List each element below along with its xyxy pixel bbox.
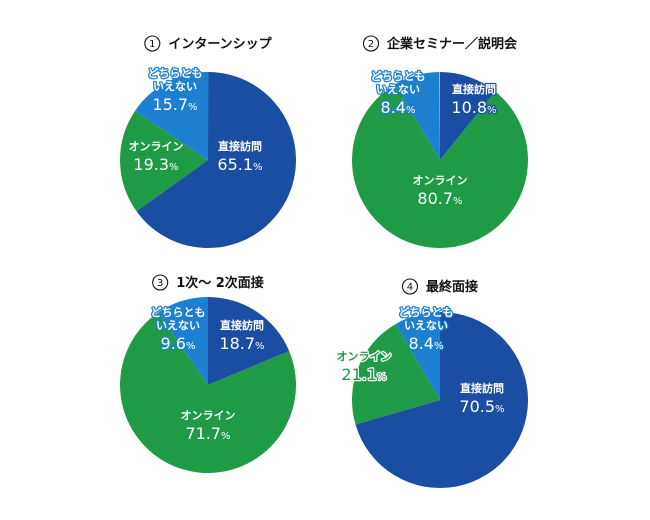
pie-slice-direct — [136, 72, 296, 248]
pie-slice-direct — [355, 312, 528, 488]
chart-title-text: 企業セミナー／説明会 — [386, 36, 518, 52]
chart-title-4: 最終面接 4 — [401, 278, 478, 295]
pie-slice-online — [351, 84, 528, 248]
chart-title-text: 1次〜 2次面接 — [176, 275, 264, 291]
slice-value: 15.7% — [152, 95, 197, 114]
pie-slice-online — [120, 312, 297, 473]
pie-slice-direct — [440, 72, 496, 160]
slice-name: いえない — [404, 319, 448, 332]
slice-name: オンライン — [337, 350, 392, 363]
slice-name: どちらとも — [371, 70, 426, 83]
slice-label-direct: 直接訪問 70.5% — [458, 380, 506, 418]
slice-name: オンライン — [181, 409, 236, 422]
slice-value: 21.1% — [341, 365, 386, 384]
slice-label-direct: 直接訪問 10.8% — [450, 81, 498, 119]
slice-name: 直接訪問 — [220, 318, 264, 332]
number-label: 2 — [368, 39, 374, 50]
slice-name: いえない — [376, 83, 420, 96]
slice-name: どちらとも — [148, 67, 203, 80]
chart-title-2: 企業セミナー／説明会 2 — [362, 35, 518, 52]
number-label: 1 — [149, 39, 155, 50]
slice-value: 18.7% — [219, 334, 264, 353]
pie-slice-online — [119, 110, 208, 212]
slice-name: いえない — [156, 319, 200, 332]
number-circle — [401, 278, 419, 295]
number-circle — [144, 35, 161, 52]
slice-value: 80.7% — [417, 189, 462, 208]
slice-label-online: オンライン 80.7% — [411, 173, 469, 210]
slice-name: 直接訪問 — [218, 139, 262, 153]
number-label: 3 — [157, 278, 163, 289]
chart-title-text: 最終面接 — [426, 279, 478, 295]
slice-name: いえない — [153, 80, 197, 93]
slice-value: 10.8% — [451, 98, 496, 117]
pie-chart-3: 1次〜 2次面接 3 直接訪問 18.7% オンライン 71.7% どちらともいえない9.6… — [120, 274, 297, 473]
slice-value: 71.7% — [185, 424, 230, 443]
slice-label-direct: 直接訪問 65.1% — [216, 138, 264, 176]
chart-title-3: 1次〜 2次面接 3 — [152, 274, 264, 291]
slice-name: 直接訪問 — [460, 381, 504, 395]
slice-label-online: オンライン 21.1% — [335, 349, 393, 386]
chart-title-text: インターンシップ — [168, 37, 272, 52]
slice-name: 直接訪問 — [452, 82, 496, 96]
pie-slice-neither — [395, 312, 440, 400]
pie-slice-direct — [208, 297, 290, 385]
chart-title-1: インターンシップ 1 — [144, 35, 273, 52]
slice-value: 65.1% — [217, 155, 262, 174]
number-circle — [152, 274, 169, 291]
slice-name: オンライン — [413, 174, 468, 187]
slice-value: 70.5% — [459, 397, 504, 416]
pie-slice-neither — [134, 71, 209, 160]
pie-slice-neither — [395, 72, 440, 160]
slice-name: どちらとも — [151, 306, 206, 319]
number-label: 4 — [407, 282, 413, 293]
pie-slice-neither — [158, 297, 208, 385]
slice-label-online: オンライン 71.7% — [179, 408, 237, 445]
slice-label-direct: 直接訪問 18.7% — [218, 317, 266, 355]
slice-value: 19.3% — [133, 155, 178, 174]
pie-slice-online — [351, 323, 440, 425]
slice-name: どちらとも — [399, 306, 454, 319]
slice-name: オンライン — [129, 140, 184, 153]
number-circle — [362, 35, 380, 52]
slice-label-online: オンライン 19.3% — [127, 139, 185, 176]
